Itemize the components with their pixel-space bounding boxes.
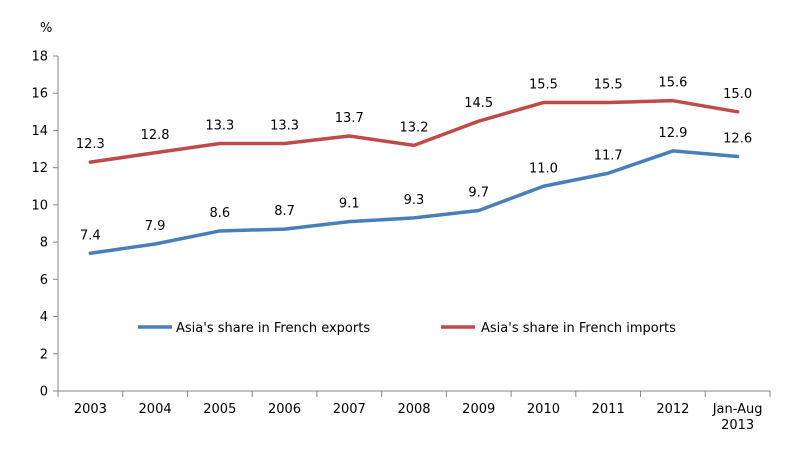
data-label: 13.3 (270, 118, 299, 133)
data-label: 8.7 (274, 204, 295, 219)
data-label: 7.4 (80, 228, 101, 243)
y-tick-label: 10 (31, 198, 48, 213)
legend-label: Asia's share in French exports (176, 321, 370, 336)
x-axis-ticks: 2003 2004 2005 2006 2007 2008 2009 2010 2011 2012… (57, 391, 771, 433)
data-label: 12.6 (723, 132, 752, 147)
y-tick-label: 8 (40, 236, 48, 251)
y-axis-ticks: 0 2 4 6 8 10 12 14 16 18 (31, 50, 58, 400)
x-tick-label: 2008 (397, 402, 430, 417)
data-label: 11.7 (594, 148, 623, 163)
y-tick-label: 0 (40, 385, 48, 400)
data-label: 11.0 (529, 161, 558, 176)
data-label: 9.7 (468, 185, 489, 200)
y-tick-label: 18 (31, 50, 48, 65)
data-label: 13.2 (400, 120, 429, 135)
y-tick-label: 16 (31, 87, 48, 102)
axes (57, 56, 770, 392)
data-label: 8.6 (209, 206, 230, 221)
series-imports: 12.3 12.8 13.3 13.3 13.7 13.2 14.5 15.5 15.5 15.6… (76, 76, 752, 164)
x-tick-label: 2011 (592, 402, 625, 417)
y-tick-label: 12 (31, 161, 48, 176)
x-tick-label: 2006 (268, 402, 301, 417)
data-label: 13.3 (205, 118, 234, 133)
y-tick-label: 14 (31, 124, 48, 139)
data-label: 12.9 (658, 126, 687, 141)
y-axis-unit-label: % (40, 21, 52, 36)
y-tick-label: 6 (40, 273, 48, 288)
x-tick-label: 2012 (656, 402, 689, 417)
series-layer: 7.47.98.6 8.7 9.1 9.3 9.711.011.712.9 12.612.… (76, 76, 752, 256)
data-label: 12.8 (141, 128, 170, 143)
legend-label: Asia's share in French imports (481, 321, 676, 336)
data-label: 15.6 (658, 76, 687, 91)
x-tick-label: 2005 (203, 402, 236, 417)
data-label: 15.5 (594, 78, 623, 93)
data-label: 9.3 (404, 193, 425, 208)
data-label: 9.1 (339, 197, 360, 212)
x-tick-label: 2010 (527, 402, 560, 417)
series-exports: 7.4 7.9 8.6 8.7 9.1 9.3 9.7 11.0 11.7 12.9 12.6 (80, 126, 752, 256)
x-tick-label: 2007 (333, 402, 366, 417)
data-label: 12.3 (76, 137, 105, 152)
data-label: 13.7 (335, 111, 364, 126)
x-tick-label: 2009 (462, 402, 495, 417)
x-tick-label: Jan-Aug 2013 (712, 402, 763, 433)
data-label: 7.9 (145, 219, 166, 234)
data-label: 15.5 (529, 78, 558, 93)
legend: Asia's share in French exports Asia's sha… (138, 321, 676, 336)
legend-item: Asia's share in French exports (138, 321, 370, 336)
legend-item: Asia's share in French imports (441, 321, 676, 336)
data-label: 15.0 (723, 87, 752, 102)
data-label: 14.5 (464, 96, 493, 111)
x-tick-label: 2003 (74, 402, 107, 417)
y-tick-label: 2 (40, 347, 48, 362)
x-tick-label: 2004 (139, 402, 172, 417)
y-tick-label: 4 (40, 310, 48, 325)
